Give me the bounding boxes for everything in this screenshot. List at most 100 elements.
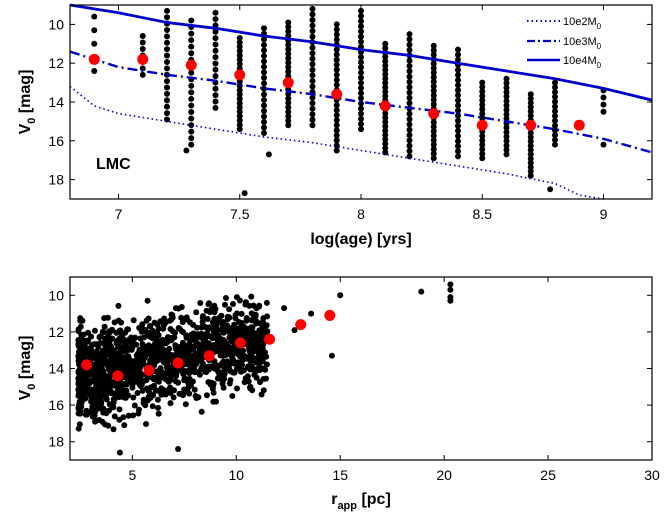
data-point <box>333 137 340 144</box>
data-point <box>135 410 142 417</box>
data-point <box>98 390 105 397</box>
data-point <box>455 87 461 94</box>
data-point <box>81 337 88 344</box>
data-point <box>447 297 454 304</box>
data-point <box>261 52 267 59</box>
data-point <box>236 104 243 111</box>
data-point <box>309 28 316 35</box>
data-point <box>430 155 437 162</box>
data-point <box>406 126 413 133</box>
y-tick-label: 10 <box>48 16 64 32</box>
data-point <box>224 322 230 329</box>
data-point <box>261 96 267 103</box>
data-point <box>220 363 227 370</box>
bottom-y-ticks: 10 12 14 16 18 <box>48 287 652 450</box>
data-point <box>309 50 316 57</box>
data-point <box>358 18 364 25</box>
data-point <box>382 136 389 143</box>
data-point <box>152 387 159 394</box>
data-point <box>430 74 437 81</box>
data-point <box>115 302 122 309</box>
data-point <box>236 100 243 107</box>
data-point <box>333 76 340 83</box>
data-point <box>157 318 164 325</box>
data-point <box>243 317 250 324</box>
data-point <box>173 371 180 378</box>
data-point <box>188 37 195 44</box>
data-point <box>430 150 437 157</box>
data-point <box>406 116 413 123</box>
data-point <box>192 393 199 399</box>
data-point <box>479 141 486 148</box>
data-point <box>117 327 124 334</box>
data-point <box>131 402 138 409</box>
data-point <box>229 393 236 399</box>
data-point <box>285 122 292 129</box>
bottom-x-axis-label: rapp [pc] <box>331 491 391 512</box>
data-point <box>248 348 255 355</box>
data-point <box>333 107 340 114</box>
y-tick-label: 16 <box>48 397 64 413</box>
data-point <box>192 337 199 344</box>
data-point <box>147 349 154 356</box>
data-point <box>503 138 510 145</box>
data-point <box>83 411 90 418</box>
data-point <box>172 329 178 336</box>
data-point <box>430 132 437 139</box>
x-tick-label: 30 <box>644 467 660 483</box>
data-point <box>164 90 170 97</box>
data-point <box>220 384 227 391</box>
data-point <box>164 58 170 65</box>
data-point <box>236 87 243 94</box>
data-point <box>600 108 607 115</box>
data-point <box>111 413 118 420</box>
median-point <box>476 119 488 131</box>
data-point <box>600 94 607 101</box>
data-point <box>172 342 179 349</box>
data-point <box>263 353 270 360</box>
data-point <box>88 395 95 402</box>
data-point <box>132 361 139 368</box>
data-point <box>382 84 389 91</box>
data-point <box>430 137 437 144</box>
data-point <box>187 338 194 345</box>
median-point <box>137 53 149 65</box>
data-point <box>503 102 510 109</box>
data-point <box>118 319 125 326</box>
data-point <box>333 51 340 58</box>
data-point <box>91 67 98 74</box>
data-point <box>216 335 223 341</box>
bottom-data-layer <box>75 281 454 456</box>
data-point <box>291 327 298 334</box>
data-point <box>212 306 219 313</box>
median-point <box>573 119 585 131</box>
data-point <box>212 92 219 99</box>
data-point <box>257 320 264 327</box>
data-point <box>309 122 316 129</box>
x-tick-label: 8 <box>357 206 365 222</box>
data-point <box>221 370 228 377</box>
data-point <box>212 16 219 23</box>
data-point <box>92 378 99 385</box>
data-point <box>125 377 131 384</box>
data-point <box>503 75 510 82</box>
data-point <box>406 142 413 149</box>
data-point <box>183 314 190 321</box>
data-point <box>224 313 231 320</box>
data-point <box>406 132 413 139</box>
data-point <box>430 60 437 67</box>
data-point <box>333 102 340 109</box>
data-point <box>236 121 243 128</box>
x-tick-label: 9 <box>600 206 608 222</box>
data-point <box>382 40 389 47</box>
data-point <box>241 190 248 197</box>
data-point <box>96 363 103 370</box>
data-point <box>130 394 137 401</box>
data-point <box>382 119 389 126</box>
data-point <box>151 382 157 389</box>
data-point <box>285 64 292 71</box>
median-point <box>264 333 276 345</box>
data-point <box>527 142 534 149</box>
data-point <box>138 328 145 335</box>
data-point <box>91 13 98 20</box>
